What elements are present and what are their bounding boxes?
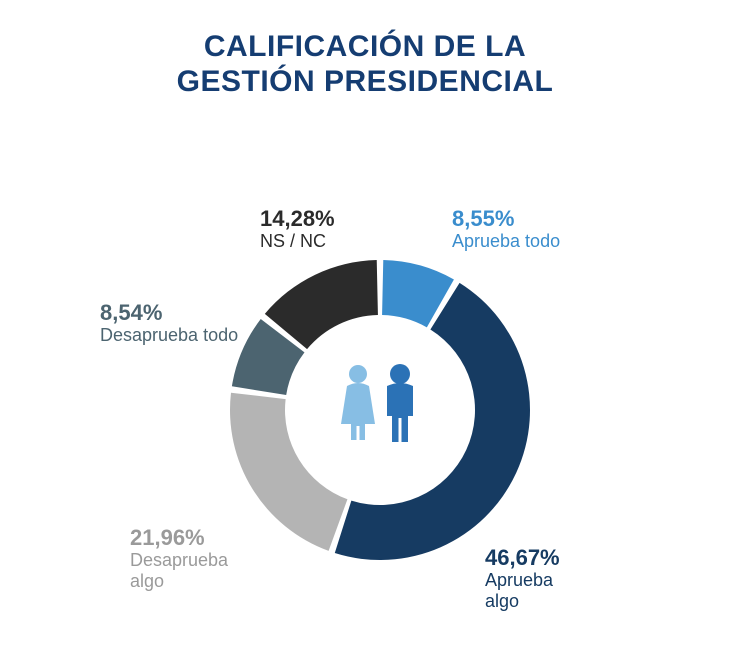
slice-name-aprueba_algo: Apruebaalgo (485, 570, 560, 611)
people-icon (341, 364, 413, 442)
donut-chart: 8,55%Aprueba todo 46,67%Apruebaalgo 21,96%… (0, 0, 730, 648)
slice-name-aprueba_todo: Aprueba todo (452, 231, 560, 252)
slice-label-ns_nc: 14,28%NS / NC (260, 206, 335, 252)
slice-percent-aprueba_todo: 8,55% (452, 206, 560, 231)
slice-percent-ns_nc: 14,28% (260, 206, 335, 231)
slice-name-ns_nc: NS / NC (260, 231, 335, 252)
slice-name-desaprueba_todo: Desaprueba todo (100, 325, 238, 346)
slice-name-desaprueba_algo: Desapruebaalgo (130, 550, 228, 591)
slice-percent-desaprueba_todo: 8,54% (100, 300, 238, 325)
slice-label-aprueba_todo: 8,55%Aprueba todo (452, 206, 560, 252)
slice-percent-aprueba_algo: 46,67% (485, 545, 560, 570)
slice-percent-desaprueba_algo: 21,96% (130, 525, 228, 550)
slice-label-desaprueba_todo: 8,54%Desaprueba todo (100, 300, 238, 346)
slice-label-aprueba_algo: 46,67%Apruebaalgo (485, 545, 560, 612)
slice-label-desaprueba_algo: 21,96%Desapruebaalgo (130, 525, 228, 592)
donut-slice-desaprueba_algo (230, 393, 347, 551)
